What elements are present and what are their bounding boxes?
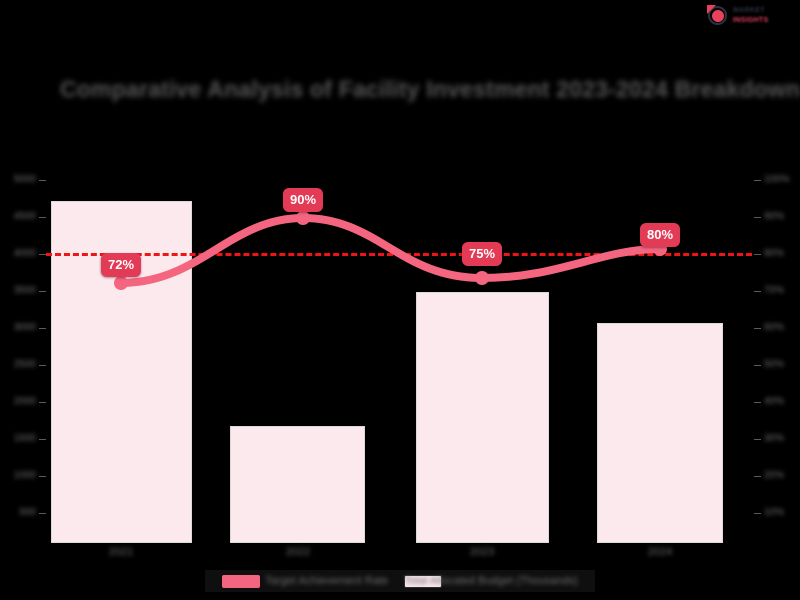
y-axis-right-label: 40%	[764, 396, 785, 407]
y-axis-left-label: 3000	[13, 322, 36, 333]
data-label: 72%	[100, 253, 142, 277]
chart-title: Comparative Analysis of Facility Investm…	[60, 76, 800, 102]
y-axis-right-tick	[754, 365, 761, 366]
data-label: 90%	[282, 188, 324, 212]
legend-label: Total Allocated Budget (Thousands)	[404, 575, 578, 587]
x-axis-label: 2021	[108, 546, 134, 558]
y-axis-right-label: 90%	[764, 211, 785, 222]
y-axis-left-tick	[39, 476, 46, 477]
legend-label: Target Achievement Rate	[265, 575, 389, 587]
y-axis-right-tick	[754, 439, 761, 440]
y-axis-left-label: 4500	[13, 211, 36, 222]
y-axis-left-label: 3500	[13, 285, 36, 296]
data-label: 80%	[639, 223, 681, 247]
y-axis-right-tick	[754, 402, 761, 403]
y-axis-right-label: 50%	[764, 359, 785, 370]
y-axis-left-tick	[39, 217, 46, 218]
bar-column[interactable]	[230, 426, 365, 543]
y-axis-right-label: 100%	[764, 174, 790, 185]
y-axis-left-label: 1500	[13, 433, 36, 444]
y-axis-left-tick	[39, 291, 46, 292]
y-axis-right-label: 70%	[764, 285, 785, 296]
bar-column[interactable]	[597, 323, 723, 543]
y-axis-left-tick	[39, 439, 46, 440]
legend-swatch-line-icon	[222, 574, 261, 588]
y-axis-right-tick	[754, 180, 761, 181]
bar-column[interactable]	[416, 292, 549, 543]
brand-logo: MARKET INSIGHTS	[706, 3, 794, 29]
x-axis-label: 2024	[647, 546, 673, 558]
y-axis-left-tick	[39, 328, 46, 329]
x-axis-label: 2022	[285, 546, 311, 558]
brand-logo-line-2: INSIGHTS	[733, 17, 769, 24]
legend-swatch-bar-icon	[404, 574, 443, 588]
data-label: 75%	[461, 242, 503, 266]
y-axis-left-tick	[39, 180, 46, 181]
y-axis-left-label: 4000	[13, 248, 36, 259]
y-axis-left-tick	[39, 254, 46, 255]
legend-item-bar[interactable]: Total Allocated Budget (Thousands)	[396, 574, 586, 588]
y-axis-left-label: 1000	[13, 470, 36, 481]
circle-target-logo-icon	[706, 4, 730, 28]
x-axis-label: 2023	[469, 546, 495, 558]
y-axis-right-label: 60%	[764, 322, 785, 333]
brand-logo-line-1: MARKET	[733, 7, 765, 14]
y-axis-left-label: 2000	[13, 396, 36, 407]
y-axis-left-label: 2500	[13, 359, 36, 370]
y-axis-right-tick	[754, 291, 761, 292]
y-axis-left-label: 5000	[13, 174, 36, 185]
reference-line	[46, 253, 752, 256]
brand-logo-text: MARKET INSIGHTS	[733, 4, 768, 28]
y-axis-right-tick	[754, 217, 761, 218]
y-axis-left-label: 500	[19, 507, 36, 518]
y-axis-left-tick	[39, 365, 46, 366]
legend-item-line[interactable]: Target Achievement Rate	[214, 574, 396, 588]
y-axis-right-label: 20%	[764, 470, 785, 481]
y-axis-left-tick	[39, 513, 46, 514]
y-axis-right-label: 80%	[764, 248, 785, 259]
y-axis-right-label: 10%	[764, 507, 785, 518]
y-axis-right-label: 30%	[764, 433, 785, 444]
chart-legend: Target Achievement Rate Total Allocated …	[205, 570, 595, 592]
y-axis-left-tick	[39, 402, 46, 403]
y-axis-right-tick	[754, 328, 761, 329]
y-axis-right-tick	[754, 476, 761, 477]
y-axis-right-tick	[754, 513, 761, 514]
y-axis-right-tick	[754, 254, 761, 255]
